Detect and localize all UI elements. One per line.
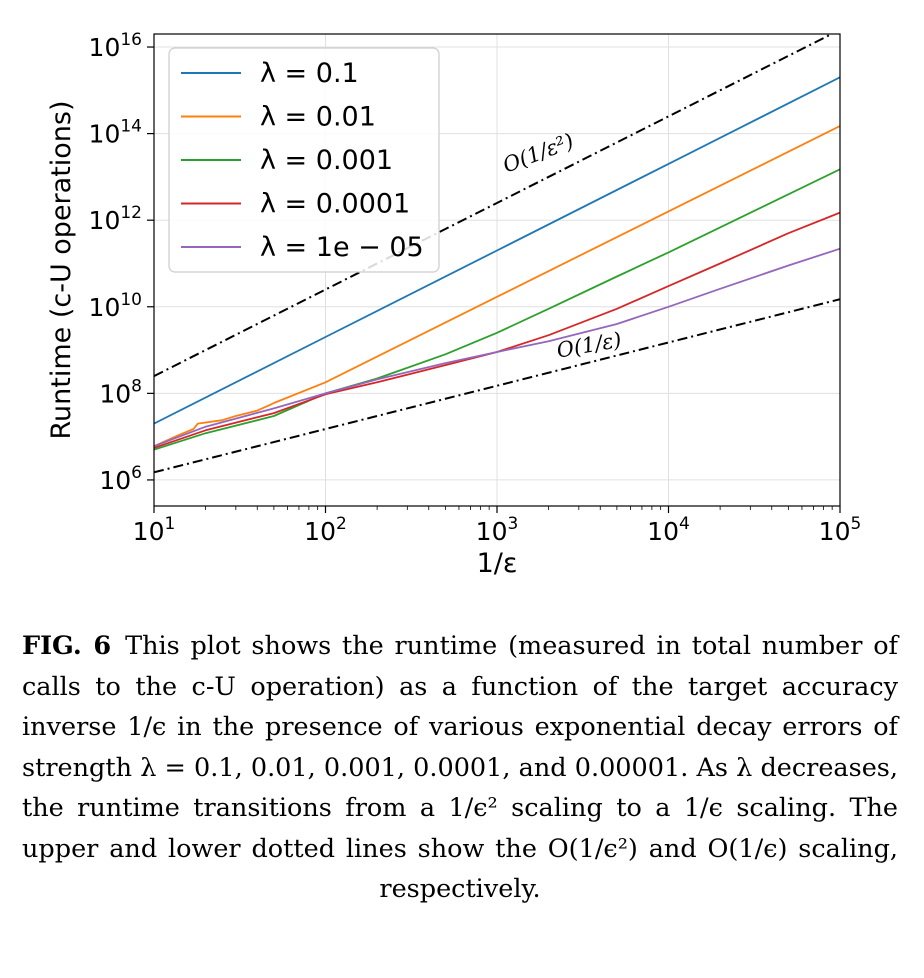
chart-svg: O(1/ε²)O(1/ε)101 102 103 104 105106108101010… [46, 30, 862, 579]
legend-entry-label: λ = 0.1 [260, 58, 359, 89]
series-line-2 [154, 168, 840, 451]
annotation-label: O(1/ε²) [500, 129, 577, 178]
x-axis-label: 1/ε [477, 548, 518, 579]
chart: O(1/ε²) O(1/ε) 101 102 103 104 105 106 108 1010 10… [46, 30, 862, 579]
legend-entry-label: λ = 0.0001 [260, 189, 410, 220]
x-tick-label: 102 [304, 514, 347, 546]
legend: λ = 0.1 λ = 0.01 λ = 0.001 λ = 0.0001 λ = 1e… [168, 47, 440, 273]
y-axis-label: Runtime (c-U operations) [46, 100, 77, 439]
figure-caption: FIG. 6 This plot shows the runtime (measu… [22, 626, 898, 910]
x-tick-label: 101 [133, 514, 176, 546]
legend-entry-label: λ = 0.01 [260, 102, 376, 133]
legend-entry-label: λ = 0.001 [260, 145, 393, 176]
caption-text: This plot shows the runtime (measured in… [22, 631, 898, 904]
x-tick-label: 105 [819, 514, 862, 546]
series-line-1 [154, 125, 840, 448]
annotation-label: O(1/ε) [555, 328, 623, 363]
y-tick-label: 1010 [89, 290, 142, 322]
series-line-4 [154, 247, 840, 448]
series-group [154, 34, 840, 474]
reference-line-6 [154, 298, 840, 474]
legend-entry-label: λ = 1e − 05 [260, 232, 424, 263]
y-tick-label: 108 [99, 376, 142, 408]
y-tick-label: 1012 [89, 203, 142, 235]
y-tick-label: 1014 [89, 117, 142, 149]
y-tick-label: 106 [99, 463, 142, 495]
figure-label: FIG. 6 [22, 631, 112, 661]
y-tick-label: 1016 [89, 30, 142, 62]
legend-box [168, 47, 440, 273]
series-line-0 [154, 76, 840, 425]
x-tick-label: 104 [647, 514, 690, 546]
ticks: 101 102 103 104 105 106 108 1010 1012 1014 1016 [89, 30, 862, 546]
reference-line-5 [154, 34, 834, 377]
x-tick-label: 103 [476, 514, 519, 546]
